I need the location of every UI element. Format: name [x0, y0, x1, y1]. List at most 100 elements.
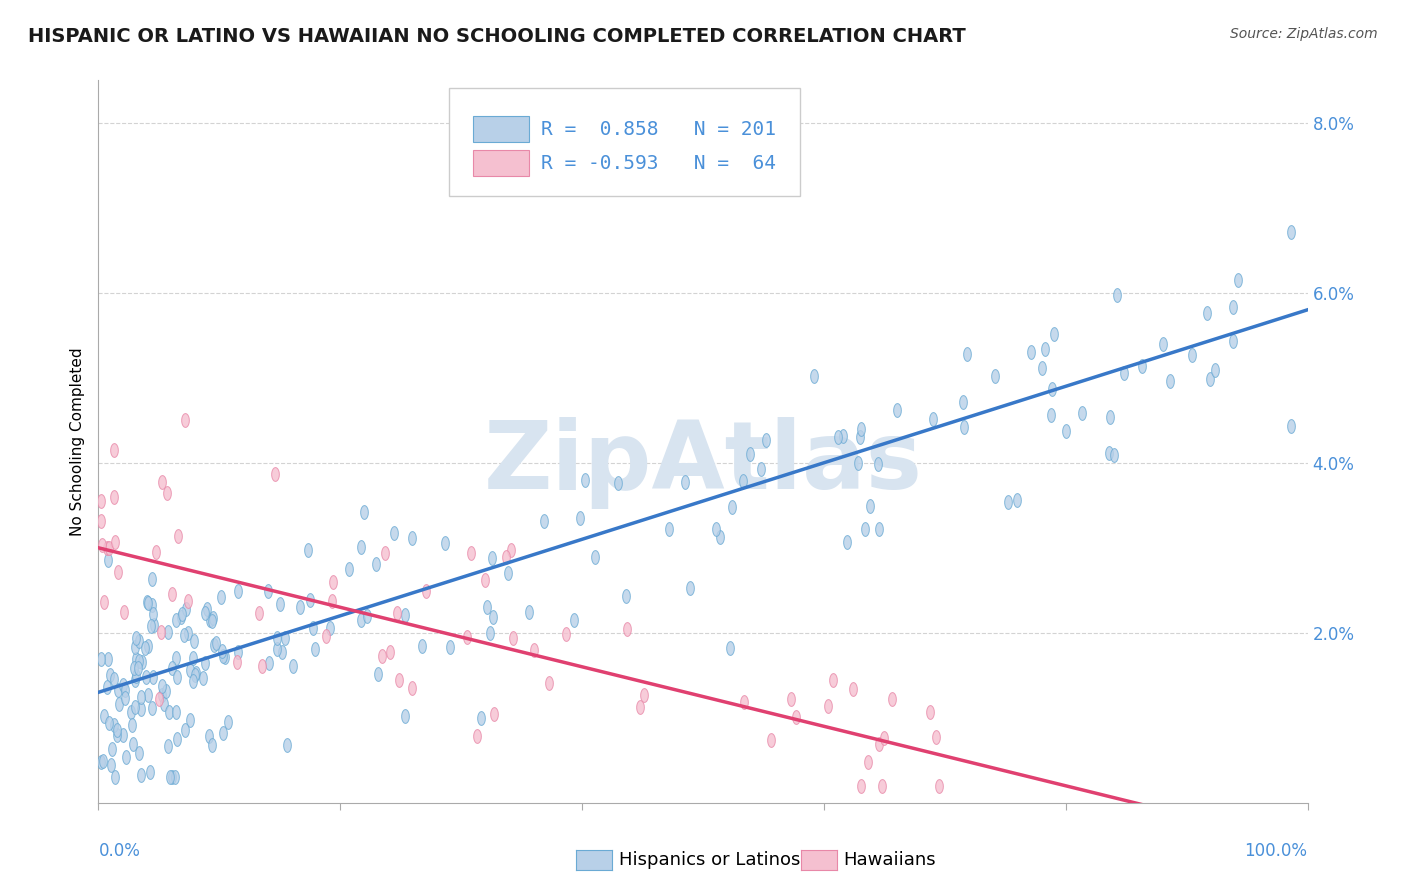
Point	[831, 429, 853, 443]
Point	[124, 700, 146, 714]
Point	[298, 593, 321, 607]
Point	[517, 605, 540, 619]
Point	[1031, 360, 1053, 375]
Point	[256, 584, 278, 599]
Point	[114, 683, 136, 698]
Point	[121, 718, 143, 732]
Point	[1279, 225, 1302, 239]
Text: ZipAtlas: ZipAtlas	[484, 417, 922, 509]
Point	[1071, 406, 1094, 420]
Point	[401, 681, 423, 695]
Point	[319, 621, 342, 635]
Point	[456, 630, 478, 644]
Point	[350, 540, 373, 554]
Point	[128, 747, 150, 761]
Point	[956, 346, 979, 360]
Point	[122, 661, 145, 675]
Point	[827, 430, 849, 444]
Point	[166, 670, 188, 684]
Point	[103, 442, 125, 457]
Point	[90, 652, 112, 666]
Point	[482, 706, 505, 721]
Point	[868, 523, 890, 537]
Point	[264, 467, 287, 482]
Point	[1199, 372, 1222, 386]
Point	[538, 675, 561, 690]
Point	[141, 701, 163, 715]
Point	[880, 691, 903, 706]
Point	[574, 473, 596, 487]
Point	[112, 678, 135, 692]
Point	[122, 737, 145, 751]
Point	[481, 550, 503, 565]
Point	[105, 723, 128, 738]
Point	[952, 395, 974, 409]
Point	[1007, 492, 1029, 507]
Point	[201, 615, 224, 629]
Point	[869, 737, 891, 751]
Point	[90, 494, 112, 508]
Point	[1204, 363, 1226, 377]
Point	[107, 683, 129, 698]
Text: R = -0.593   N =  64: R = -0.593 N = 64	[541, 153, 776, 173]
Point	[533, 514, 555, 528]
Point	[569, 510, 592, 524]
Point	[160, 661, 183, 675]
Point	[226, 583, 249, 598]
Point	[394, 607, 416, 622]
Point	[165, 705, 187, 719]
Point	[373, 546, 395, 560]
Point	[170, 607, 193, 621]
Point	[139, 765, 162, 780]
Point	[465, 730, 488, 744]
Point	[214, 649, 236, 664]
Point	[718, 641, 741, 656]
Text: Hispanics or Latinos: Hispanics or Latinos	[619, 851, 800, 869]
Point	[1222, 300, 1244, 314]
Point	[93, 709, 115, 723]
Point	[127, 661, 149, 675]
Point	[131, 655, 153, 669]
Point	[952, 420, 974, 434]
Point	[269, 597, 291, 611]
Point	[173, 413, 195, 427]
Point	[382, 525, 405, 540]
Point	[91, 754, 114, 768]
Point	[125, 652, 148, 666]
Point	[721, 500, 744, 514]
Point	[211, 644, 233, 658]
Point	[337, 562, 360, 576]
Point	[709, 530, 731, 544]
Point	[761, 733, 783, 747]
Point	[153, 697, 176, 711]
Point	[129, 690, 152, 704]
Point	[873, 731, 896, 745]
Point	[150, 680, 173, 694]
Point	[501, 543, 523, 558]
Point	[821, 673, 844, 687]
Point	[124, 640, 146, 655]
Point	[114, 691, 136, 706]
Point	[96, 680, 118, 694]
Point	[733, 695, 755, 709]
Point	[96, 541, 118, 556]
Point	[90, 538, 112, 552]
Point	[1102, 448, 1125, 462]
Point	[104, 770, 127, 784]
Point	[90, 514, 112, 528]
Point	[259, 656, 281, 670]
Point	[143, 618, 166, 632]
Point	[704, 522, 727, 536]
Point	[1114, 366, 1136, 380]
Point	[201, 738, 224, 752]
Point	[150, 688, 173, 702]
Point	[371, 648, 394, 663]
Point	[562, 613, 585, 627]
Point	[367, 667, 389, 681]
Point	[112, 727, 135, 741]
Text: Hawaiians: Hawaiians	[844, 851, 936, 869]
Point	[928, 779, 950, 793]
Point	[415, 584, 437, 599]
Point	[849, 430, 872, 444]
Point	[281, 658, 304, 673]
